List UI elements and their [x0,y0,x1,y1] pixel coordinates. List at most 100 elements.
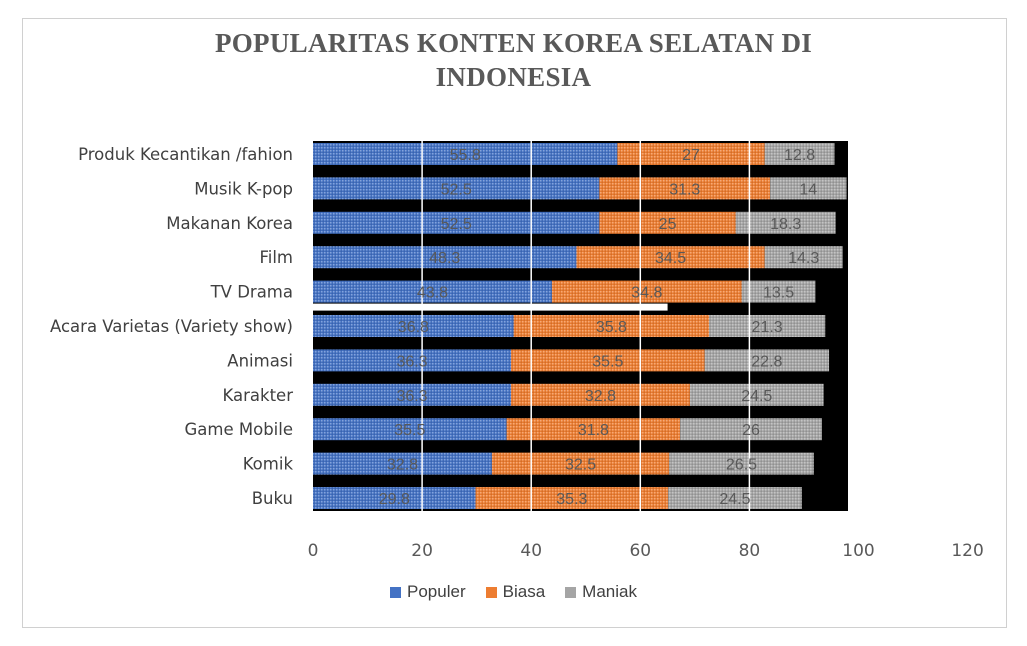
bar-texture [551,280,742,303]
bar-texture [617,143,765,165]
bar-texture [313,280,552,303]
x-tick-label: 40 [520,541,542,561]
x-tick-label: 100 [842,541,874,561]
data-label-maniak: 14.3 [788,250,819,267]
bar-texture [313,349,512,372]
category-label: Musik K-pop [194,179,293,198]
bar-texture [313,383,512,406]
bar-texture [709,315,826,337]
bar-texture [669,452,814,475]
bar-texture [576,246,765,269]
data-label-biasa: 35.5 [592,353,623,370]
data-labels: 55.8 27 12.8 52.5 31.3 14 52.5 25 18.3 48.3 34.5 14… [379,147,820,508]
legend-swatch [390,586,402,598]
x-tick-label: 60 [629,541,651,561]
bar-texture [599,177,771,200]
data-label-biasa: 34.8 [631,285,662,302]
legend-label: Maniak [582,582,637,601]
data-label-biasa: 31.8 [578,422,609,439]
data-label-populer: 32.8 [387,457,418,474]
bar-texture [475,487,669,509]
category-label: Produk Kecantikan /fahion [78,145,293,164]
category-label: Makanan Korea [166,214,293,233]
bar-texture [735,211,836,234]
category-labels: Produk Kecantikan /fahion Musik K-pop Maka… [50,145,293,508]
category-label: Game Mobile [185,420,294,439]
bars [313,143,847,509]
data-label-populer: 52.5 [441,181,472,198]
legend-swatch [565,586,577,598]
data-label-maniak: 24.5 [719,491,750,508]
bar-texture [704,349,830,372]
bar-texture [506,418,681,441]
legend-label: Biasa [502,582,546,601]
bar-texture [599,211,736,234]
bar-texture [741,280,816,303]
data-label-maniak: 12.8 [784,147,815,164]
x-tick-label: 20 [411,541,433,561]
legend-item-populer: Populer [390,582,466,602]
legend: Populer Biasa Maniak [0,582,1027,603]
data-label-populer: 43.8 [417,285,448,302]
data-label-biasa: 32.8 [585,388,616,405]
bar-texture [680,418,822,441]
category-label: Animasi [227,351,293,370]
data-label-maniak: 26.5 [726,457,757,474]
bar-texture [313,418,507,441]
data-label-maniak: 21.3 [752,319,783,336]
bar-texture [313,487,476,509]
data-label-maniak: 26 [742,422,760,439]
bar-texture [770,177,847,200]
category-label: Komik [243,455,294,474]
bar-texture [313,211,600,234]
data-label-maniak: 14 [799,181,817,198]
chart-title-line-1: POPULARITAS KONTEN KOREA SELATAN DI [214,28,813,58]
legend-label: Populer [407,582,466,601]
x-axis-tick-labels: 0 20 40 60 80 100 120 [308,541,984,561]
data-label-biasa: 32.5 [565,457,596,474]
category-label: Film [259,248,293,267]
x-tick-label: 120 [951,541,983,561]
data-label-populer: 29.8 [379,491,410,508]
data-label-biasa: 31.3 [669,181,700,198]
legend-swatch [485,586,497,598]
data-label-biasa: 35.8 [596,319,627,336]
bar-texture [689,383,824,406]
data-label-maniak: 18.3 [770,216,801,233]
chart-title-line-2: INDONESIA [435,62,592,92]
data-label-populer: 36.3 [396,388,427,405]
data-label-populer: 36.3 [396,353,427,370]
bar-texture [764,246,843,269]
gridlines [313,137,860,517]
category-label: Buku [252,489,293,508]
bar-texture [511,349,705,372]
legend-item-maniak: Maniak [565,582,637,602]
data-label-populer: 55.8 [450,147,481,164]
data-label-populer: 35.5 [394,422,425,439]
bar-texture [764,143,835,165]
data-label-populer: 36.8 [398,319,429,336]
category-label: Karakter [223,386,294,405]
legend-item-biasa: Biasa [485,582,546,602]
data-label-maniak: 24.5 [741,388,772,405]
bar-texture [491,452,670,475]
bar-texture [513,315,710,337]
bar-texture [313,452,492,475]
x-tick-label: 0 [308,541,319,561]
bar-texture [313,177,600,200]
data-label-biasa: 25 [659,216,677,233]
x-tick-label: 80 [739,541,761,561]
category-label: Acara Varietas (Variety show) [50,317,293,336]
data-label-maniak: 13.5 [763,285,794,302]
data-label-biasa: 34.5 [655,250,686,267]
chart-title: POPULARITAS KONTEN KOREA SELATAN DI INDO… [0,26,1027,94]
bar-texture [668,487,802,509]
data-label-populer: 52.5 [441,216,472,233]
bar-texture [313,315,514,337]
data-label-biasa: 35.3 [556,491,587,508]
category-label: TV Drama [210,283,293,302]
bar-texture [313,246,577,269]
bar-texture [511,383,690,406]
data-label-biasa: 27 [682,147,700,164]
